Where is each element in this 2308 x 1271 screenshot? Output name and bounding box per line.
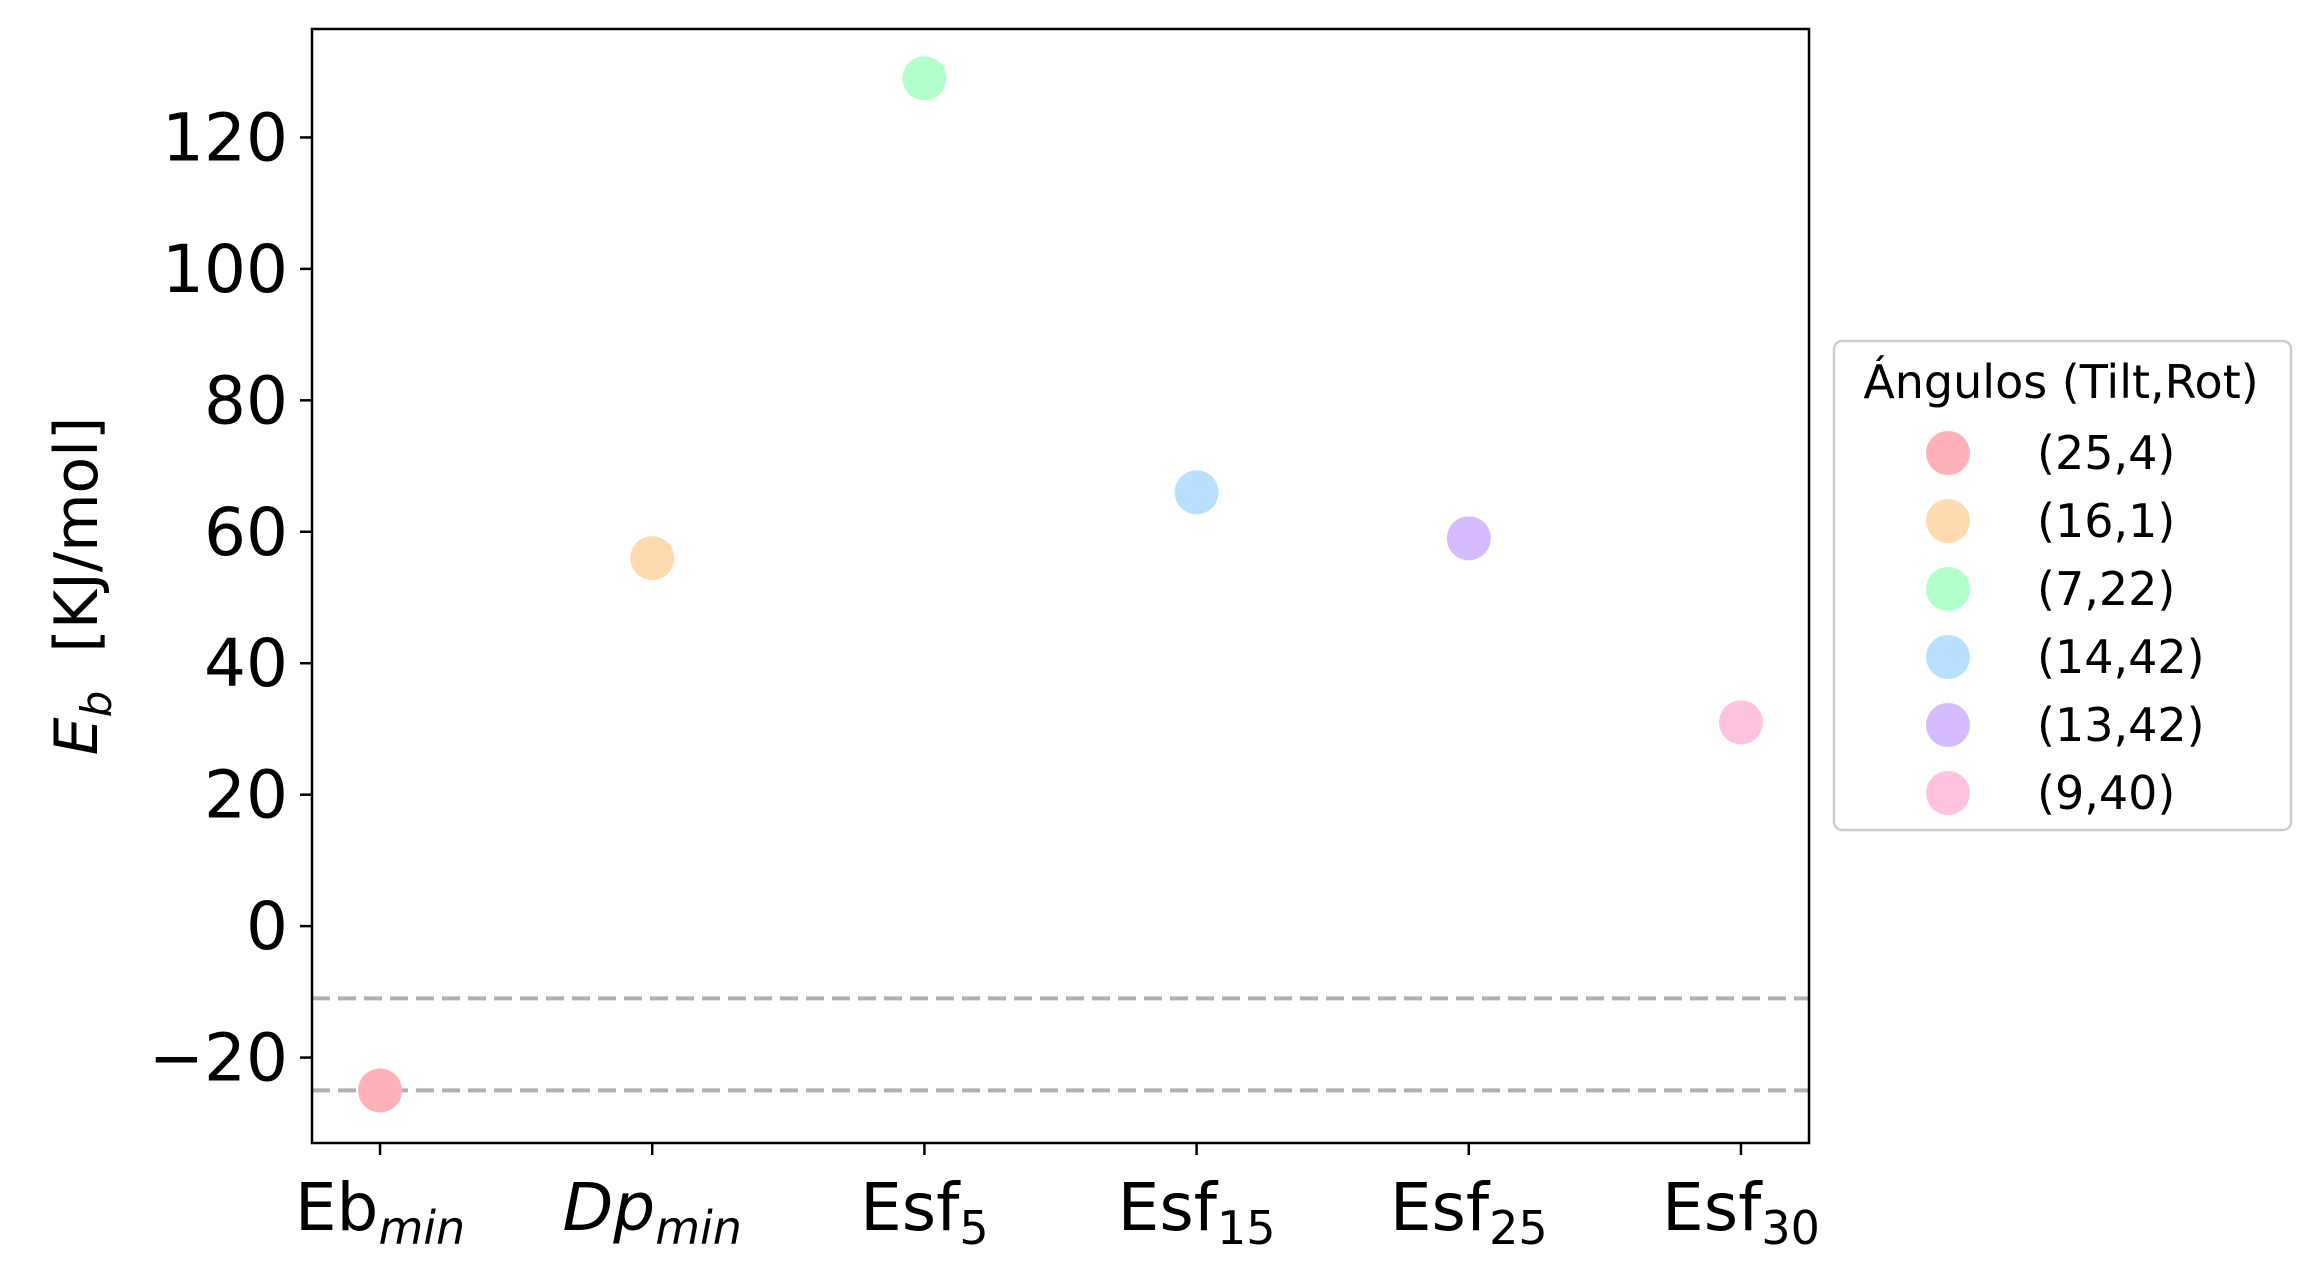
legend-label-3: (14,42) bbox=[2037, 630, 2205, 684]
data-point-2 bbox=[902, 56, 947, 101]
legend-marker-4 bbox=[1926, 703, 1970, 747]
x-tick-label-5: Esf30 bbox=[1662, 1169, 1820, 1255]
legend-label-4: (13,42) bbox=[2037, 698, 2205, 752]
y-axis-label-symbol: E bbox=[42, 717, 112, 755]
legend: Ángulos (Tilt,Rot) (25,4) (16,1) (7,22) (14… bbox=[1832, 339, 2293, 832]
data-point-0 bbox=[358, 1068, 403, 1113]
plot-frame bbox=[310, 27, 1811, 1145]
svg-text:Eb [KJ/mol]: Eb [KJ/mol] bbox=[42, 417, 121, 756]
data-point-5 bbox=[1718, 700, 1763, 745]
y-tick-label-6: 100 bbox=[162, 231, 288, 308]
x-tick-label-4: Esf25 bbox=[1390, 1169, 1548, 1255]
legend-marker-5 bbox=[1926, 771, 1970, 815]
data-point-4 bbox=[1446, 516, 1491, 561]
legend-label-5: (9,40) bbox=[2037, 766, 2175, 820]
legend-marker-1 bbox=[1926, 499, 1970, 543]
x-tick-label-2: Esf5 bbox=[860, 1169, 989, 1255]
legend-label-2: (7,22) bbox=[2037, 562, 2175, 616]
y-axis-label-unit: [KJ/mol] bbox=[42, 417, 112, 653]
y-tick-label-2: 20 bbox=[204, 757, 288, 834]
data-point-1 bbox=[630, 536, 675, 581]
y-tick-label-1: 0 bbox=[246, 888, 288, 965]
y-axis-label-sub: b bbox=[72, 691, 121, 718]
x-tick-label-3: Esf15 bbox=[1118, 1169, 1276, 1255]
legend-label-0: (25,4) bbox=[2037, 426, 2175, 480]
data-points bbox=[358, 56, 1763, 1113]
y-axis-label: Eb [KJ/mol] bbox=[42, 417, 121, 756]
legend-label-1: (16,1) bbox=[2037, 494, 2175, 548]
x-axis: Ebmin Dpmin Esf5 Esf15 Esf25 Esf30 bbox=[295, 1143, 1820, 1255]
y-tick-label-5: 80 bbox=[204, 362, 288, 439]
x-tick-label-1: Dpmin bbox=[562, 1169, 741, 1255]
y-tick-label-3: 40 bbox=[204, 625, 288, 702]
y-tick-label-4: 60 bbox=[204, 494, 288, 571]
legend-marker-0 bbox=[1926, 431, 1970, 475]
reference-lines bbox=[312, 996, 1809, 1093]
legend-entries: (25,4) (16,1) (7,22) (14,42) (13,42) (9,40) bbox=[1926, 426, 2205, 820]
y-tick-label-0: −20 bbox=[149, 1020, 288, 1097]
legend-title: Ángulos (Tilt,Rot) bbox=[1863, 355, 2258, 409]
y-tick-label-7: 120 bbox=[162, 99, 288, 176]
x-tick-label-0: Ebmin bbox=[295, 1169, 465, 1255]
legend-marker-3 bbox=[1926, 635, 1970, 679]
legend-marker-2 bbox=[1926, 567, 1970, 611]
y-axis: −20 0 20 40 60 80 100 120 bbox=[149, 99, 312, 1097]
data-point-3 bbox=[1174, 470, 1219, 515]
